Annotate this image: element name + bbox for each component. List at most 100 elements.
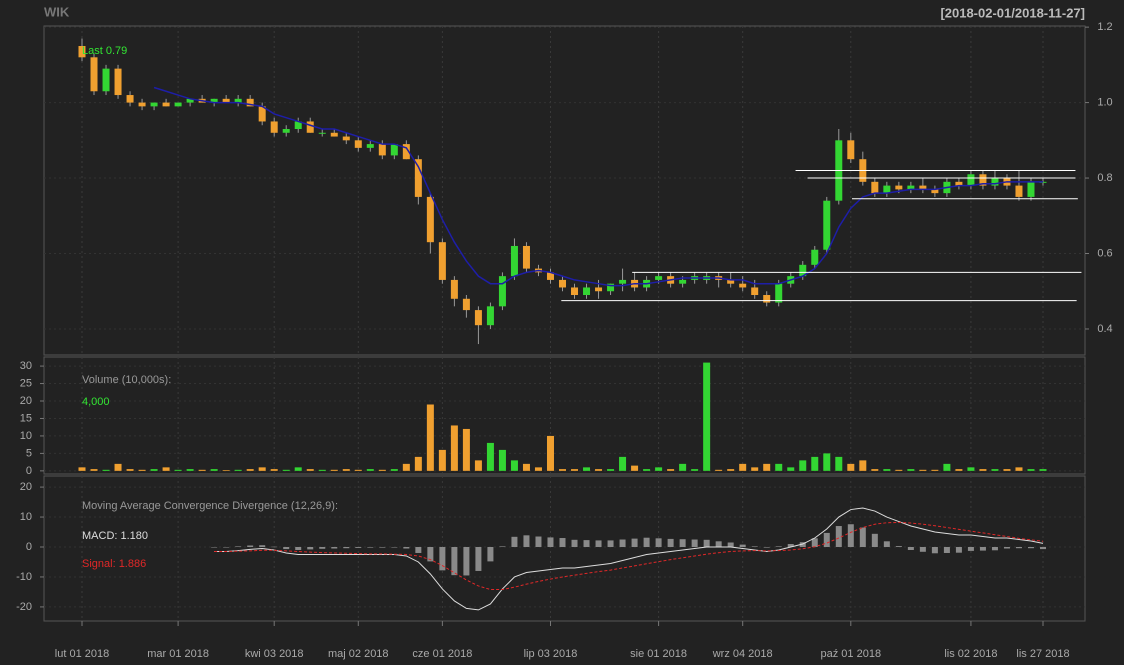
histogram-bar [847, 524, 854, 548]
y-tick-label: 0.4 [1097, 323, 1112, 335]
candle-body [258, 106, 266, 122]
candle-body [138, 102, 146, 107]
candle-body [342, 136, 350, 141]
x-tick-label: sie 01 2018 [630, 648, 687, 660]
x-tick-label: lut 01 2018 [55, 648, 109, 660]
histogram-bar [259, 545, 266, 548]
volume-bar [114, 463, 122, 471]
histogram-bar [463, 547, 470, 576]
volume-bar [715, 469, 723, 471]
volume-bar [330, 469, 338, 471]
histogram-bar [547, 537, 554, 548]
candle-body [522, 245, 530, 269]
candle-body [102, 68, 110, 92]
histogram-bar [679, 539, 686, 548]
volume-bar [438, 449, 446, 471]
histogram-bar [475, 547, 482, 571]
x-tick-label: lip 03 2018 [524, 648, 578, 660]
histogram-bar [295, 547, 302, 550]
candle-body [991, 178, 999, 186]
candle-body [390, 144, 398, 156]
x-tick-label: wrz 04 2018 [712, 648, 773, 660]
histogram-bar [451, 547, 458, 576]
volume-bar [919, 469, 927, 471]
y-tick-label: 5 [26, 447, 32, 459]
candle-body [1015, 185, 1023, 197]
candle-body [78, 45, 86, 58]
candle-body [330, 132, 338, 137]
volume-bar [967, 467, 975, 471]
histogram-bar [787, 544, 794, 548]
histogram-bar [919, 547, 926, 552]
volume-bar [655, 467, 663, 471]
histogram-bar [487, 547, 494, 562]
candle-body [126, 95, 134, 103]
panel-frame [43, 356, 1086, 475]
candle-body [90, 57, 98, 92]
candle-body [318, 132, 326, 134]
candle-body [486, 306, 494, 326]
y-tick-label: 0.8 [1097, 172, 1112, 184]
histogram-bar [823, 532, 830, 548]
candle-body [967, 174, 975, 186]
candle-body [883, 185, 891, 194]
volume-bar [895, 469, 903, 471]
volume-bar [342, 469, 350, 471]
histogram-bar [991, 547, 998, 551]
candle-body [498, 276, 506, 307]
histogram-bar [907, 547, 914, 550]
y-tick-label: 10 [20, 511, 32, 523]
candle-body [979, 174, 987, 186]
candle-body [174, 102, 182, 107]
volume-bar [595, 469, 603, 471]
volume-bar [679, 463, 687, 471]
candle-body [222, 98, 230, 103]
x-tick-label: paź 01 2018 [821, 648, 882, 660]
x-tick-label: maj 02 2018 [328, 648, 389, 660]
volume-bar [859, 460, 867, 471]
volume-bar [691, 469, 699, 471]
volume-bar [186, 469, 194, 471]
candle-body [775, 283, 783, 303]
histogram-bar [751, 546, 758, 548]
candle-body [306, 121, 314, 133]
volume-bar [631, 465, 639, 471]
volume-bar [138, 469, 146, 471]
panel-title: Volume (10,000s): [82, 374, 171, 386]
volume-bar [162, 467, 170, 471]
chart-subtitle: [2018-02-01/2018-11-27] [940, 5, 1085, 20]
volume-bar [282, 469, 290, 471]
signal-value: Signal: 1.886 [82, 558, 146, 570]
candle-body [559, 279, 566, 288]
volume-bar [234, 469, 242, 471]
histogram-bar [691, 539, 698, 548]
candle-body [402, 144, 410, 160]
volume-bar [1039, 469, 1047, 471]
volume-bar [366, 469, 374, 471]
macd-line [214, 521, 1044, 591]
candle-body [799, 264, 807, 277]
volume-bar [426, 404, 434, 471]
volume-bar [378, 469, 386, 471]
histogram-bar [727, 542, 734, 548]
histogram-bar [883, 541, 890, 548]
histogram-bar [859, 527, 866, 548]
histogram-bar [319, 547, 326, 549]
histogram-bar [391, 547, 398, 548]
histogram-bar [595, 540, 602, 548]
volume-bar [667, 469, 675, 471]
candle-body [426, 196, 434, 243]
volume-bar [318, 469, 326, 471]
volume-bar [1027, 469, 1035, 471]
candle-body [438, 242, 446, 280]
volume-bar [390, 469, 398, 471]
volume-bar [510, 460, 518, 471]
volume-bar [607, 469, 615, 471]
candle-body [270, 121, 278, 133]
volume-bar [799, 460, 807, 471]
histogram-bar [499, 546, 506, 548]
histogram-bar [439, 547, 446, 571]
histogram-bar [979, 547, 986, 551]
histogram-bar [703, 539, 710, 548]
